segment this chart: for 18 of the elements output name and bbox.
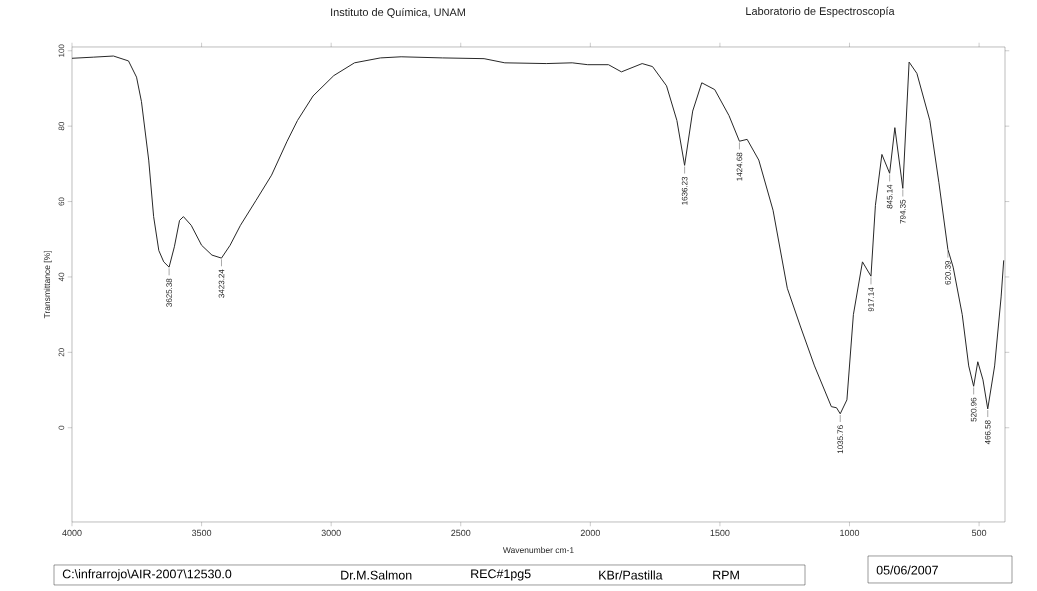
x-tick-label: 2000: [580, 529, 600, 537]
chart-subtitle: Laboratorio de Espectroscopía: [746, 6, 895, 18]
text: 05/06/2007: [876, 565, 938, 575]
text: KBr/Pastilla: [599, 570, 663, 580]
x-tick-label: 3000: [321, 529, 341, 537]
y-axis-title: Transmittance [%]: [43, 251, 52, 319]
text: Dr.M.Salmon: [341, 570, 412, 580]
text: REC#1pg5: [471, 569, 531, 581]
chart-title: Instituto de Química, UNAM: [331, 7, 465, 19]
x-tick-label: 1000: [840, 529, 860, 537]
x-tick-label: 2500: [451, 529, 471, 537]
x-tick-label: 3500: [191, 529, 212, 537]
x-tick-label: 500: [971, 529, 987, 537]
x-tick-label: 4000: [62, 529, 82, 537]
x-tick-label: 1500: [710, 529, 730, 537]
text: RPM: [713, 570, 739, 580]
text: C:\infrarrojo\AIR-2007\12530.0: [62, 569, 232, 581]
x-axis-title: Wavenumber cm-1: [502, 546, 574, 554]
